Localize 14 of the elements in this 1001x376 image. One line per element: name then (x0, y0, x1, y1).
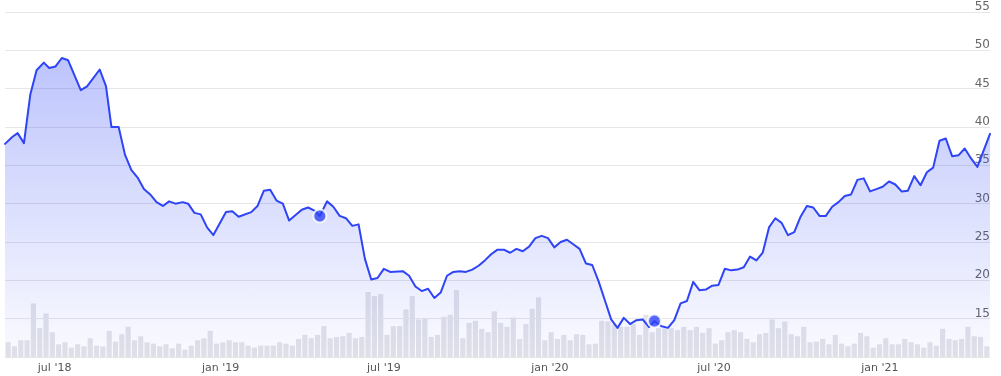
x-tick-label: jan '20 (530, 361, 569, 374)
y-tick-label: 20 (974, 267, 990, 282)
x-tick-label: jul '19 (366, 361, 401, 374)
x-tick-label: jul '20 (696, 361, 731, 374)
x-tick-label: jan '19 (200, 361, 240, 374)
y-tick-label: 25 (974, 229, 990, 243)
x-tick-label: jan '21 (860, 361, 899, 374)
y-tick-label: 45 (974, 75, 990, 90)
y-tick-label: 15 (974, 305, 990, 320)
y-tick-label: 50 (974, 37, 990, 52)
x-tick-label: jul '18 (36, 361, 72, 374)
y-tick-label: 30 (974, 190, 990, 205)
y-tick-label: 40 (974, 114, 990, 128)
y-tick-label: 55 (974, 0, 990, 13)
